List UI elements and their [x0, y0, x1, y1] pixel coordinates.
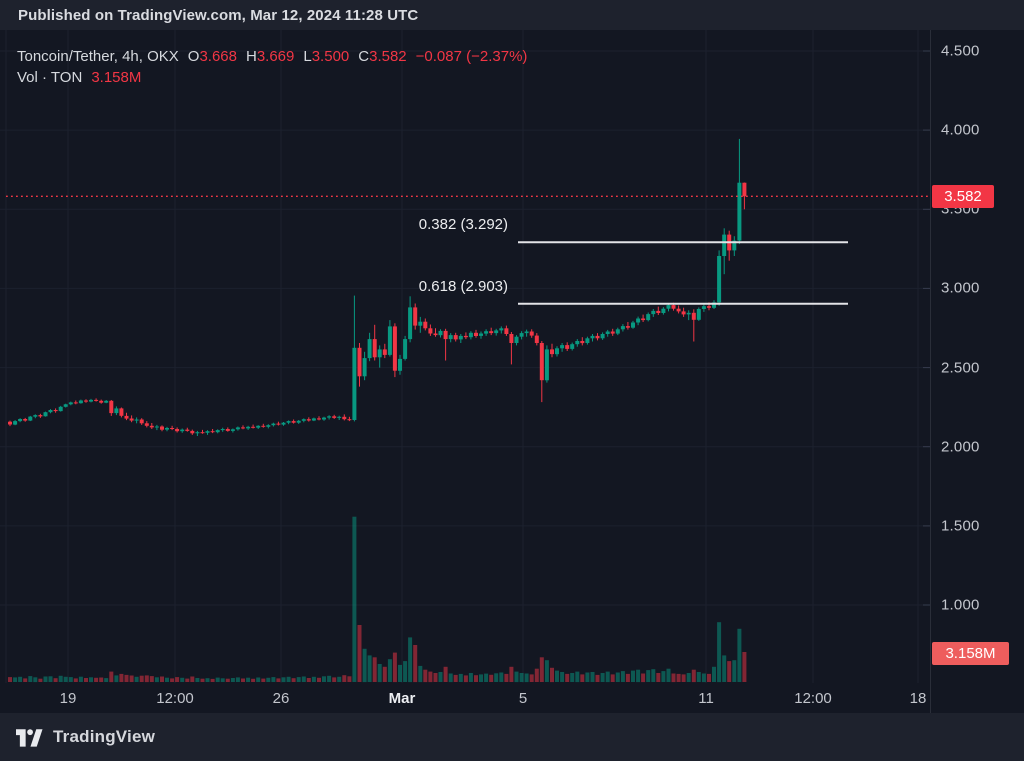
time-axis-label: 18: [909, 690, 927, 707]
price-axis-frame: [923, 30, 931, 713]
fib-level-0382-label[interactable]: 0.382 (3.292): [418, 216, 508, 234]
price-axis-label: 1.000: [941, 596, 980, 614]
volume-value: 3.158M: [91, 69, 142, 86]
price-axis-label: 3.000: [941, 279, 980, 297]
time-axis-label: 12:00: [794, 690, 832, 707]
fib-level-0618-label[interactable]: 0.618 (2.903): [418, 277, 508, 295]
price-change: −0.087 (−2.37%): [415, 48, 528, 65]
time-axis-label: 11: [698, 690, 714, 707]
grid-layer: [0, 30, 930, 683]
last-volume-badge: 3.158M: [932, 642, 1009, 665]
price-axis-label: 2.000: [941, 438, 980, 456]
time-axis-label: 19: [59, 690, 77, 707]
ohlc-high: H 3.669: [245, 48, 295, 65]
time-axis-label: 26: [272, 690, 290, 707]
time-axis-label: Mar: [388, 690, 416, 707]
ohlc-open: O 3.668: [187, 48, 237, 65]
fib-lines-layer[interactable]: [518, 241, 848, 305]
footer-bar: TradingView: [0, 713, 1024, 761]
published-bar: Published on TradingView.com, Mar 12, 20…: [0, 0, 1024, 30]
volume-label: Vol · TON: [17, 69, 83, 86]
time-axis-label: 12:00: [156, 690, 194, 707]
tradingview-brand-text[interactable]: TradingView: [53, 727, 156, 746]
price-axis-label: 4.000: [941, 121, 980, 139]
published-text: Published on TradingView.com, Mar 12, 20…: [18, 6, 419, 24]
price-axis-label: 4.500: [941, 42, 980, 60]
candles-layer: [8, 138, 747, 436]
last-price-badge: 3.582: [932, 184, 994, 208]
symbol-title[interactable]: Toncoin/Tether, 4h, OKX: [17, 48, 179, 65]
time-axis-label: 5: [518, 690, 528, 707]
tradingview-logo-icon[interactable]: [16, 727, 43, 747]
volume-layer: [8, 516, 747, 683]
legend-row-volume: Vol · TON 3.158M: [17, 67, 527, 88]
price-axis-label: 2.500: [941, 359, 980, 377]
chart-canvas[interactable]: [0, 30, 1024, 713]
price-axis-label: 1.500: [941, 517, 980, 535]
ohlc-close: C 3.582: [358, 48, 407, 65]
ohlc-low: L 3.500: [303, 48, 350, 65]
